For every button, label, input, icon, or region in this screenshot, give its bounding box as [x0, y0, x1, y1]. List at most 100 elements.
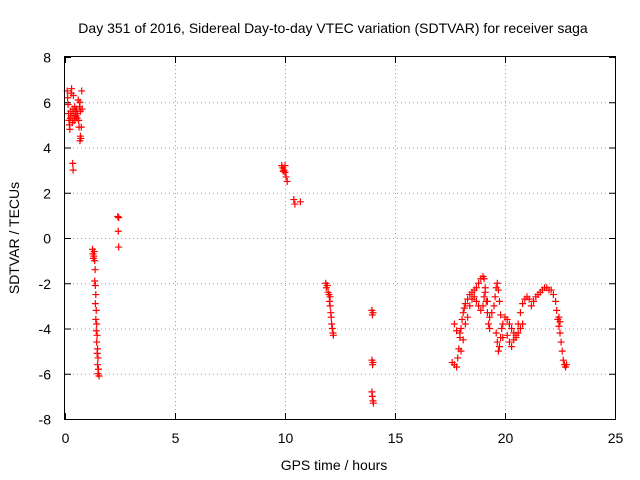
data-point [516, 325, 524, 332]
data-point [454, 354, 462, 362]
data-point [461, 300, 469, 308]
data-point [114, 227, 122, 235]
data-point [91, 277, 99, 285]
data-point [485, 320, 492, 328]
data-point [369, 358, 377, 366]
data-point [486, 325, 494, 332]
data-point [472, 284, 480, 292]
data-point [499, 320, 507, 328]
data-point [323, 282, 331, 290]
data-point [555, 322, 563, 330]
data-point [92, 291, 100, 299]
data-point [497, 311, 505, 319]
x-tick-label: 5 [172, 430, 180, 446]
data-point [450, 320, 458, 328]
data-point [527, 302, 535, 310]
data-point [553, 306, 561, 314]
y-tick-label: -8 [39, 412, 52, 428]
data-point [93, 331, 101, 339]
data-point [494, 286, 502, 294]
data-point [93, 320, 101, 328]
data-point [69, 91, 77, 99]
data-point [92, 327, 100, 335]
data-point [75, 116, 83, 124]
data-point [94, 361, 102, 369]
y-axis-label: SDTVAR / TECUs [6, 182, 22, 294]
data-point [369, 399, 377, 407]
data-point [94, 354, 102, 362]
data-point [470, 293, 478, 301]
data-point [76, 98, 84, 106]
data-point [290, 196, 298, 204]
data-point [472, 297, 480, 305]
data-point [328, 320, 336, 328]
data-point [483, 297, 491, 305]
data-point [326, 293, 334, 301]
x-tick-label: 15 [388, 430, 404, 446]
data-point [512, 331, 520, 339]
data-point [66, 125, 74, 133]
data-point [486, 313, 494, 321]
data-point [510, 336, 518, 344]
data-point [530, 297, 538, 305]
data-point [77, 123, 85, 131]
grid [65, 57, 615, 419]
data-point [475, 279, 483, 287]
data-point [514, 320, 522, 328]
data-point [490, 302, 498, 310]
data-point [283, 177, 291, 185]
data-point [464, 313, 472, 321]
data-point [498, 325, 506, 332]
data-point [329, 331, 337, 339]
y-tick-label: -6 [39, 366, 52, 382]
data-point [326, 302, 334, 310]
data-point [477, 306, 485, 314]
data-point [78, 105, 86, 113]
data-point [505, 338, 513, 346]
data-point [508, 343, 516, 351]
plot-frame [64, 56, 616, 420]
data-point [516, 309, 524, 317]
x-tick-label: 0 [62, 430, 70, 446]
chart-title: Day 351 of 2016, Sidereal Day-to-day VTE… [78, 20, 588, 36]
data-point [556, 318, 564, 326]
data-point [68, 85, 76, 93]
data-point [466, 302, 474, 310]
data-point [491, 293, 499, 301]
x-axis-label: GPS time / hours [281, 457, 388, 473]
data-point [508, 325, 516, 332]
data-point [496, 343, 503, 351]
data-point [547, 286, 555, 294]
data-point [327, 313, 335, 321]
data-point [496, 297, 503, 305]
x-tick-label: 20 [498, 430, 514, 446]
data-point [492, 329, 500, 337]
data-point [459, 309, 467, 317]
data-points [63, 85, 571, 407]
data-point [459, 336, 467, 344]
data-point [458, 315, 466, 323]
data-point [91, 300, 99, 308]
data-point [558, 347, 566, 355]
data-point [457, 325, 465, 332]
data-point [76, 132, 84, 140]
data-point [93, 338, 101, 346]
data-point [493, 338, 501, 346]
data-point [115, 214, 123, 222]
data-point [503, 331, 511, 339]
y-tick-label: -4 [39, 321, 52, 337]
data-point [555, 313, 563, 321]
data-point [453, 363, 461, 371]
data-point [64, 101, 72, 109]
data-point [114, 213, 122, 221]
data-point [92, 315, 100, 323]
data-point [69, 166, 77, 174]
data-point [91, 282, 99, 290]
y-tick-label: 4 [43, 140, 51, 156]
data-point [480, 275, 488, 283]
data-point [525, 295, 533, 303]
data-point [369, 309, 377, 317]
data-point [519, 300, 527, 308]
